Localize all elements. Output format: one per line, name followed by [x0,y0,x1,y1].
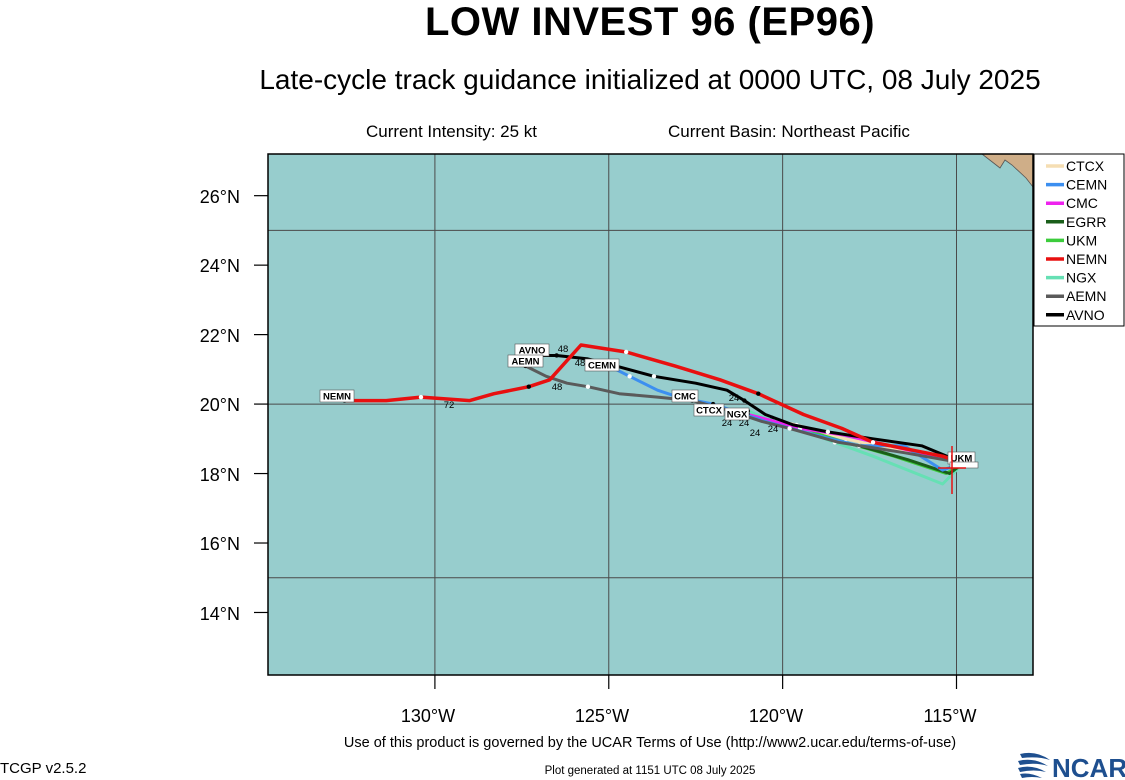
legend-item-nemn: NEMN [1046,251,1107,267]
axis-ticks [254,195,958,689]
legend-label: CMC [1066,195,1098,211]
track-point [627,374,632,379]
legend-label: AVNO [1066,307,1105,323]
track-point [742,398,747,403]
legend-label: CEMN [1066,177,1107,193]
hour-label: 48 [575,358,586,369]
hour-label: 24 [739,418,750,429]
svg-text:NEMN: NEMN [323,392,351,403]
track-point [418,394,424,400]
track-point [756,391,761,396]
model-tag-cemn: CEMN [584,358,620,372]
forecast-hour-labels: 72 48 48 48 24 24 24 24 24 [444,344,779,439]
model-tag-ngx: NGX [724,407,750,421]
lon-tick-label: 115°W [924,706,977,726]
legend: CTCX CEMN CMC EGRR UKM NEMN NGX AEMN AVNO [1033,153,1125,327]
legend-item-avno: AVNO [1046,307,1105,323]
lat-tick-label: 14°N [200,604,240,624]
svg-text:CEMN: CEMN [588,361,616,372]
svg-text:CTCX: CTCX [696,406,723,417]
lat-tick-label: 16°N [200,534,240,554]
current-intensity: Current Intensity: 25 kt [366,122,538,141]
track-point [554,353,559,358]
track-point [787,426,792,431]
legend-item-aemn: AEMN [1046,288,1106,304]
model-tags: NEMN AVNO AEMN CEMN CMC CTCX NGX UKM [319,343,979,469]
lon-tick-label: 130°W [401,706,455,726]
svg-text:NGX: NGX [727,410,748,421]
track-point [825,429,831,435]
legend-item-ukm: UKM [1046,232,1097,248]
hour-label: 48 [558,344,569,355]
legend-item-cmc: CMC [1046,195,1098,211]
svg-text:AEMN: AEMN [512,357,540,368]
svg-text:NCAR: NCAR [1052,753,1125,780]
svg-text:CMC: CMC [674,392,696,403]
lat-tick-label: 22°N [200,326,240,346]
track-point [870,440,876,445]
legend-label: NEMN [1066,251,1107,267]
hour-label: 24 [722,418,733,429]
model-tag-cmc: CMC [671,389,699,403]
legend-label: NGX [1066,270,1097,286]
legend-label: CTCX [1066,158,1105,174]
terms-of-use: Use of this product is governed by the U… [343,735,957,751]
ocean-area [268,154,1033,675]
track-lines [342,343,965,486]
model-tag-avno: AVNO [514,343,550,357]
hour-label: 24 [729,393,740,404]
lon-tick-label: 125°W [575,706,629,726]
grid-lines [268,154,1033,675]
version-label: TCGP v2.5.2 [0,760,87,777]
track-point [585,384,591,389]
model-tag-aemn: AEMN [507,354,544,368]
hour-label: 48 [552,382,563,393]
model-tag-ukm: UKM [947,451,976,465]
hour-label: 72 [444,400,455,411]
current-position-marker [938,446,966,494]
lon-tick-labels: 130°W 125°W 120°W 115°W [401,706,977,726]
legend-label: AEMN [1066,288,1106,304]
legend-item-ctcx: CTCX [1046,158,1105,174]
current-basin: Current Basin: Northeast Pacific [668,122,910,141]
lat-tick-label: 26°N [200,187,240,207]
legend-item-egrr: EGRR [1046,214,1106,230]
model-tag-ctcx: CTCX [693,403,725,417]
lat-tick-labels: 26°N 24°N 22°N 20°N 18°N 16°N 14°N [200,187,240,624]
hour-label: 24 [768,424,779,435]
generated-timestamp: Plot generated at 1151 UTC 08 July 2025 [544,765,756,777]
lat-tick-label: 24°N [200,256,240,276]
legend-item-cemn: CEMN [1046,177,1107,193]
svg-text:AVNO: AVNO [519,346,546,357]
legend-item-ngx: NGX [1046,270,1097,286]
lat-tick-label: 20°N [200,395,240,415]
svg-text:UKM: UKM [951,454,973,465]
track-point [623,349,629,355]
ncar-logo: NCAR [1018,752,1125,780]
track-point [526,384,531,389]
page-subtitle: Late-cycle track guidance initialized at… [259,64,1041,95]
model-tag-stack [949,461,979,469]
hour-label: 24 [750,428,761,439]
model-tag-nemn: NEMN [319,389,355,403]
track-point [651,374,657,379]
lat-tick-label: 18°N [200,465,240,485]
plot-frame [267,153,1034,676]
page-title: LOW INVEST 96 (EP96) [424,0,876,44]
legend-label: UKM [1066,232,1097,248]
lon-tick-label: 120°W [749,706,803,726]
track-nemn [344,343,965,465]
legend-label: EGRR [1066,214,1106,230]
